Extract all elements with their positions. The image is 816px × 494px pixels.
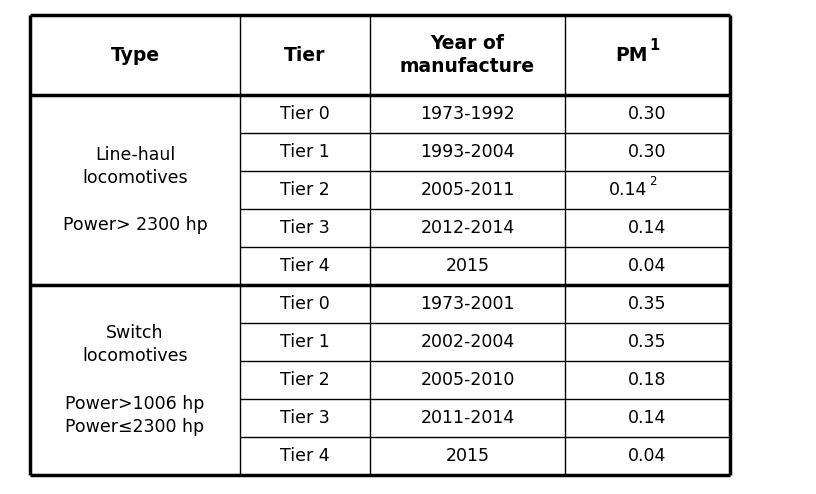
Text: 2005-2011: 2005-2011 (420, 181, 515, 199)
Text: 0.35: 0.35 (628, 333, 667, 351)
Text: 0.35: 0.35 (628, 295, 667, 313)
Text: PM: PM (615, 45, 648, 65)
Text: 2015: 2015 (446, 447, 490, 465)
Text: Switch
locomotives

Power>1006 hp
Power≤2300 hp: Switch locomotives Power>1006 hp Power≤2… (65, 324, 205, 436)
Text: Tier 3: Tier 3 (280, 409, 330, 427)
Text: 0.14: 0.14 (609, 181, 648, 199)
Text: 1973-2001: 1973-2001 (420, 295, 515, 313)
Text: Tier 0: Tier 0 (280, 105, 330, 123)
Text: 2015: 2015 (446, 257, 490, 275)
Text: Tier 1: Tier 1 (280, 333, 330, 351)
Text: 1973-1992: 1973-1992 (420, 105, 515, 123)
Text: Tier 1: Tier 1 (280, 143, 330, 161)
Text: 0.04: 0.04 (628, 447, 667, 465)
Text: 1993-2004: 1993-2004 (420, 143, 515, 161)
Text: 0.14: 0.14 (628, 409, 667, 427)
Text: 0.30: 0.30 (628, 143, 667, 161)
Text: 0.14: 0.14 (628, 219, 667, 237)
Text: 2: 2 (650, 174, 657, 188)
Text: Tier 4: Tier 4 (280, 257, 330, 275)
Text: 2002-2004: 2002-2004 (420, 333, 515, 351)
Text: 1: 1 (650, 38, 660, 52)
Text: Line-haul
locomotives

Power> 2300 hp: Line-haul locomotives Power> 2300 hp (63, 146, 207, 234)
Text: 0.18: 0.18 (628, 371, 667, 389)
Text: 0.30: 0.30 (628, 105, 667, 123)
Text: 2012-2014: 2012-2014 (420, 219, 515, 237)
Text: Tier 4: Tier 4 (280, 447, 330, 465)
Text: Type: Type (110, 45, 160, 65)
Text: 2011-2014: 2011-2014 (420, 409, 515, 427)
Text: Tier: Tier (284, 45, 326, 65)
Text: 2005-2010: 2005-2010 (420, 371, 515, 389)
Text: Tier 2: Tier 2 (280, 371, 330, 389)
Text: Tier 2: Tier 2 (280, 181, 330, 199)
Text: Year of
manufacture: Year of manufacture (400, 34, 535, 76)
Text: 0.04: 0.04 (628, 257, 667, 275)
Text: Tier 3: Tier 3 (280, 219, 330, 237)
Text: Tier 0: Tier 0 (280, 295, 330, 313)
